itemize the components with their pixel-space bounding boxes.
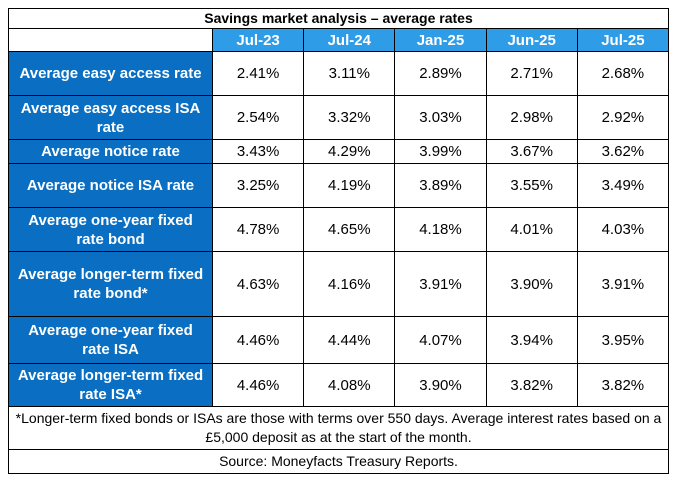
rate-cell: 3.11% xyxy=(303,51,396,96)
row-label: Average notice rate xyxy=(8,139,213,164)
rate-cell: 3.25% xyxy=(211,163,305,208)
rate-cell: 2.68% xyxy=(576,51,670,96)
rate-cell: 3.94% xyxy=(485,316,578,364)
rate-cell: 3.91% xyxy=(576,251,670,317)
rates-table: Savings market analysis – average rates … xyxy=(8,8,670,474)
rate-cell: 2.89% xyxy=(394,51,487,96)
rate-cell: 3.32% xyxy=(303,95,396,140)
row-label: Average one-year fixed rate bond xyxy=(8,207,213,252)
rate-cell: 2.41% xyxy=(211,51,305,96)
rate-cell: 3.43% xyxy=(211,139,305,164)
table-row: Average easy access ISA rate 2.54% 3.32%… xyxy=(8,95,670,140)
rate-cell: 3.49% xyxy=(576,163,670,208)
table-row: Average notice rate 3.43% 4.29% 3.99% 3.… xyxy=(8,139,670,164)
column-header: Jul-23 xyxy=(211,28,305,52)
rate-cell: 2.92% xyxy=(576,95,670,140)
rate-cell: 3.90% xyxy=(394,363,487,407)
header-corner xyxy=(8,28,213,52)
row-label: Average one-year fixed rate ISA xyxy=(8,316,213,364)
rate-cell: 4.63% xyxy=(211,251,305,317)
rates-table-container: Savings market analysis – average rates … xyxy=(8,8,670,474)
rate-cell: 4.29% xyxy=(303,139,396,164)
rate-cell: 3.89% xyxy=(394,163,487,208)
row-label: Average easy access rate xyxy=(8,51,213,96)
rate-cell: 3.91% xyxy=(394,251,487,317)
rate-cell: 4.08% xyxy=(303,363,396,407)
table-row: Average longer-term fixed rate bond* 4.6… xyxy=(8,251,670,317)
rate-cell: 4.46% xyxy=(211,363,305,407)
rate-cell: 2.54% xyxy=(211,95,305,140)
header-row: Jul-23 Jul-24 Jan-25 Jun-25 Jul-25 xyxy=(8,28,670,52)
rate-cell: 3.82% xyxy=(576,363,670,407)
row-label: Average notice ISA rate xyxy=(8,163,213,208)
rate-cell: 3.67% xyxy=(485,139,578,164)
rate-cell: 4.78% xyxy=(211,207,305,252)
footnote: *Longer-term fixed bonds or ISAs are tho… xyxy=(8,406,669,450)
rate-cell: 2.98% xyxy=(485,95,578,140)
rate-cell: 3.99% xyxy=(394,139,487,164)
rate-cell: 3.03% xyxy=(394,95,487,140)
row-label: Average easy access ISA rate xyxy=(8,95,213,140)
column-header: Jan-25 xyxy=(394,28,487,52)
table-row: Average easy access rate 2.41% 3.11% 2.8… xyxy=(8,51,670,96)
rate-cell: 4.03% xyxy=(576,207,670,252)
table-title: Savings market analysis – average rates xyxy=(8,8,669,29)
column-header: Jul-25 xyxy=(576,28,670,52)
rate-cell: 3.82% xyxy=(485,363,578,407)
table-row: Average one-year fixed rate ISA 4.46% 4.… xyxy=(8,316,670,364)
table-row: Average longer-term fixed rate ISA* 4.46… xyxy=(8,363,670,407)
table-row: Average one-year fixed rate bond 4.78% 4… xyxy=(8,207,670,252)
rate-cell: 4.18% xyxy=(394,207,487,252)
rate-cell: 4.07% xyxy=(394,316,487,364)
rate-cell: 2.71% xyxy=(485,51,578,96)
rate-cell: 3.62% xyxy=(576,139,670,164)
footnote-row: *Longer-term fixed bonds or ISAs are tho… xyxy=(8,406,669,450)
source-row: Source: Moneyfacts Treasury Reports. xyxy=(8,449,669,474)
column-header: Jun-25 xyxy=(485,28,578,52)
column-header: Jul-24 xyxy=(303,28,396,52)
rate-cell: 3.95% xyxy=(576,316,670,364)
rate-cell: 4.46% xyxy=(211,316,305,364)
rate-cell: 4.65% xyxy=(303,207,396,252)
rate-cell: 4.44% xyxy=(303,316,396,364)
table-row: Average notice ISA rate 3.25% 4.19% 3.89… xyxy=(8,163,670,208)
row-label: Average longer-term fixed rate bond* xyxy=(8,251,213,317)
rate-cell: 3.55% xyxy=(485,163,578,208)
rate-cell: 3.90% xyxy=(485,251,578,317)
rate-cell: 4.16% xyxy=(303,251,396,317)
source-note: Source: Moneyfacts Treasury Reports. xyxy=(8,449,669,474)
rate-cell: 4.19% xyxy=(303,163,396,208)
title-row: Savings market analysis – average rates xyxy=(8,8,669,29)
rate-cell: 4.01% xyxy=(485,207,578,252)
row-label: Average longer-term fixed rate ISA* xyxy=(8,363,213,407)
